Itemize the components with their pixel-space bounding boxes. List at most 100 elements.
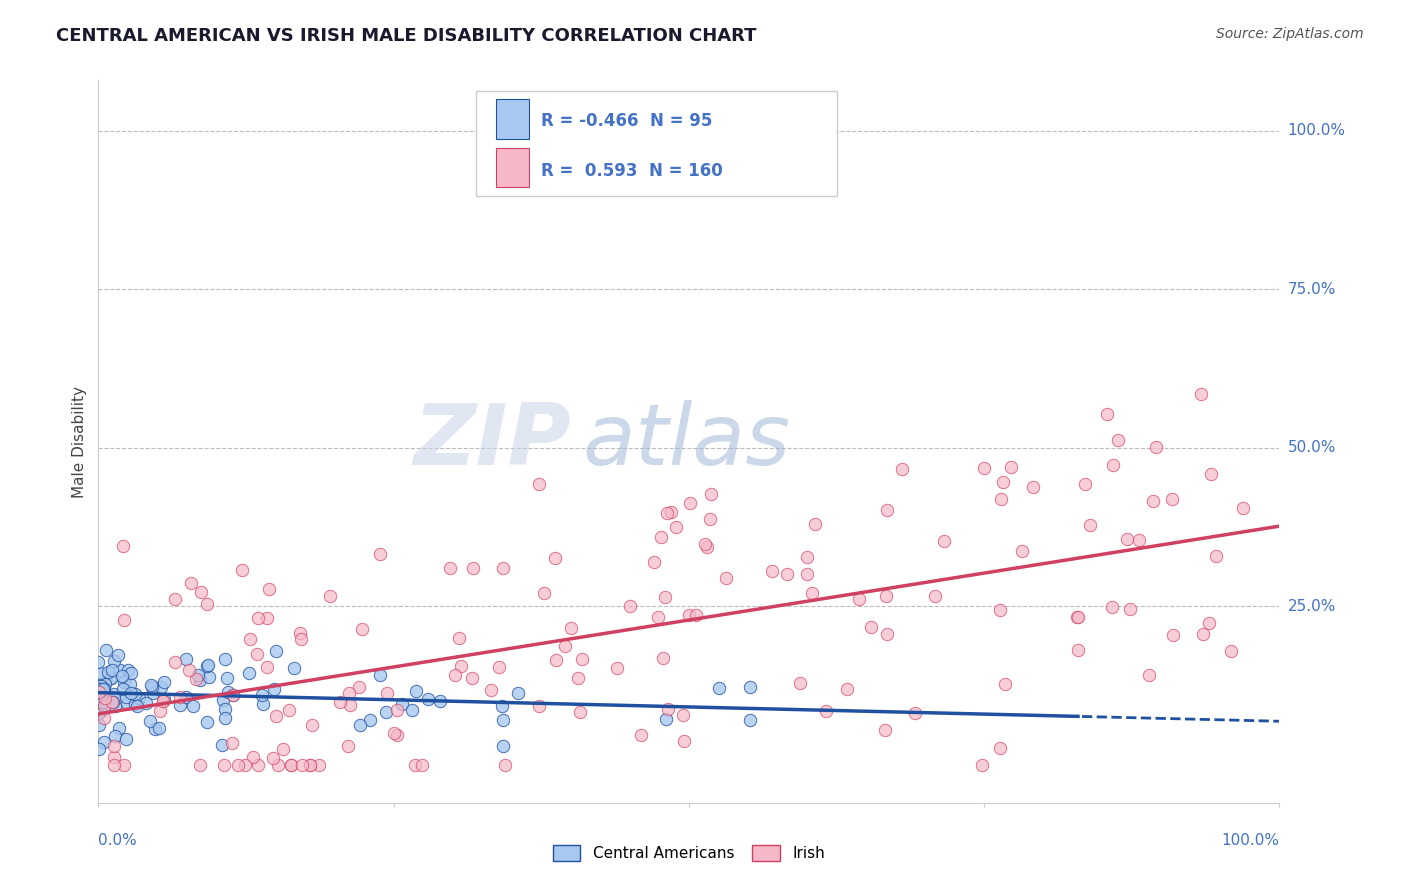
Point [252,688,274,702]
Text: 100.0%: 100.0% [1288,123,1346,138]
Text: 50.0%: 50.0% [1288,441,1336,456]
Point [112,613,135,627]
Point [174,652,197,666]
Point [643,555,665,569]
Point [100,695,122,709]
Point [198,670,221,684]
Point [370,548,392,562]
Text: Source: ZipAtlas.com: Source: ZipAtlas.com [1216,27,1364,41]
Point [100,663,122,677]
Point [672,734,695,748]
Point [678,607,700,622]
Point [647,610,669,624]
Point [970,757,993,772]
FancyBboxPatch shape [477,91,837,196]
Point [115,731,138,746]
Point [1073,476,1095,491]
Point [103,691,125,706]
Point [197,657,219,672]
Point [96,665,118,680]
Point [252,697,274,711]
Point [128,691,150,706]
Point [120,676,142,690]
Point [111,539,134,553]
Point [101,695,124,709]
Point [1220,643,1243,657]
Point [404,757,426,772]
Point [368,668,391,682]
Point [263,682,285,697]
Point [103,654,125,668]
Point [924,590,946,604]
Text: CENTRAL AMERICAN VS IRISH MALE DISABILITY CORRELATION CHART: CENTRAL AMERICAN VS IRISH MALE DISABILIT… [56,27,756,45]
Point [1107,434,1129,448]
Point [479,683,502,698]
Point [271,742,294,756]
Point [654,712,676,726]
Point [1232,500,1254,515]
Point [319,589,342,603]
Point [211,693,233,707]
Point [141,680,163,694]
Point [544,551,567,566]
Point [1011,543,1033,558]
Point [1161,492,1184,507]
Point [139,678,162,692]
Point [217,685,239,699]
Point [142,685,165,699]
Point [1101,458,1123,472]
Point [571,652,593,666]
Point [221,736,243,750]
Point [630,729,652,743]
Point [796,549,818,564]
Point [1144,440,1167,454]
Point [875,589,897,603]
Point [120,666,142,681]
Point [650,530,672,544]
Point [876,627,898,641]
Point [1199,467,1222,481]
Point [148,721,170,735]
Point [567,671,589,685]
Point [329,695,352,709]
Text: R = -0.466  N = 95: R = -0.466 N = 95 [541,112,713,130]
Point [416,692,439,706]
Point [104,729,127,743]
Point [1095,407,1118,421]
Point [89,666,111,681]
Point [1021,480,1043,494]
Point [115,690,138,705]
Point [169,690,191,704]
Point [761,564,783,578]
Point [1101,599,1123,614]
Point [124,697,146,711]
Point [439,561,461,575]
Point [337,686,360,700]
Point [87,655,110,669]
FancyBboxPatch shape [496,148,530,187]
Point [1198,615,1220,630]
Point [533,586,555,600]
Point [267,757,290,772]
Legend: Central Americans, Irish: Central Americans, Irish [547,839,831,867]
Point [350,622,373,636]
Point [190,585,212,599]
Point [405,683,427,698]
Point [993,475,1015,490]
Point [337,739,360,754]
Point [228,757,250,772]
Point [339,698,361,713]
Point [876,503,898,517]
Point [117,663,139,677]
Point [187,668,209,682]
Point [387,728,409,742]
Point [569,705,592,719]
Point [197,658,219,673]
Point [214,711,236,725]
Point [815,704,838,718]
Point [280,757,302,772]
Point [111,669,134,683]
Point [491,699,513,714]
Point [374,705,396,719]
Point [384,726,406,740]
